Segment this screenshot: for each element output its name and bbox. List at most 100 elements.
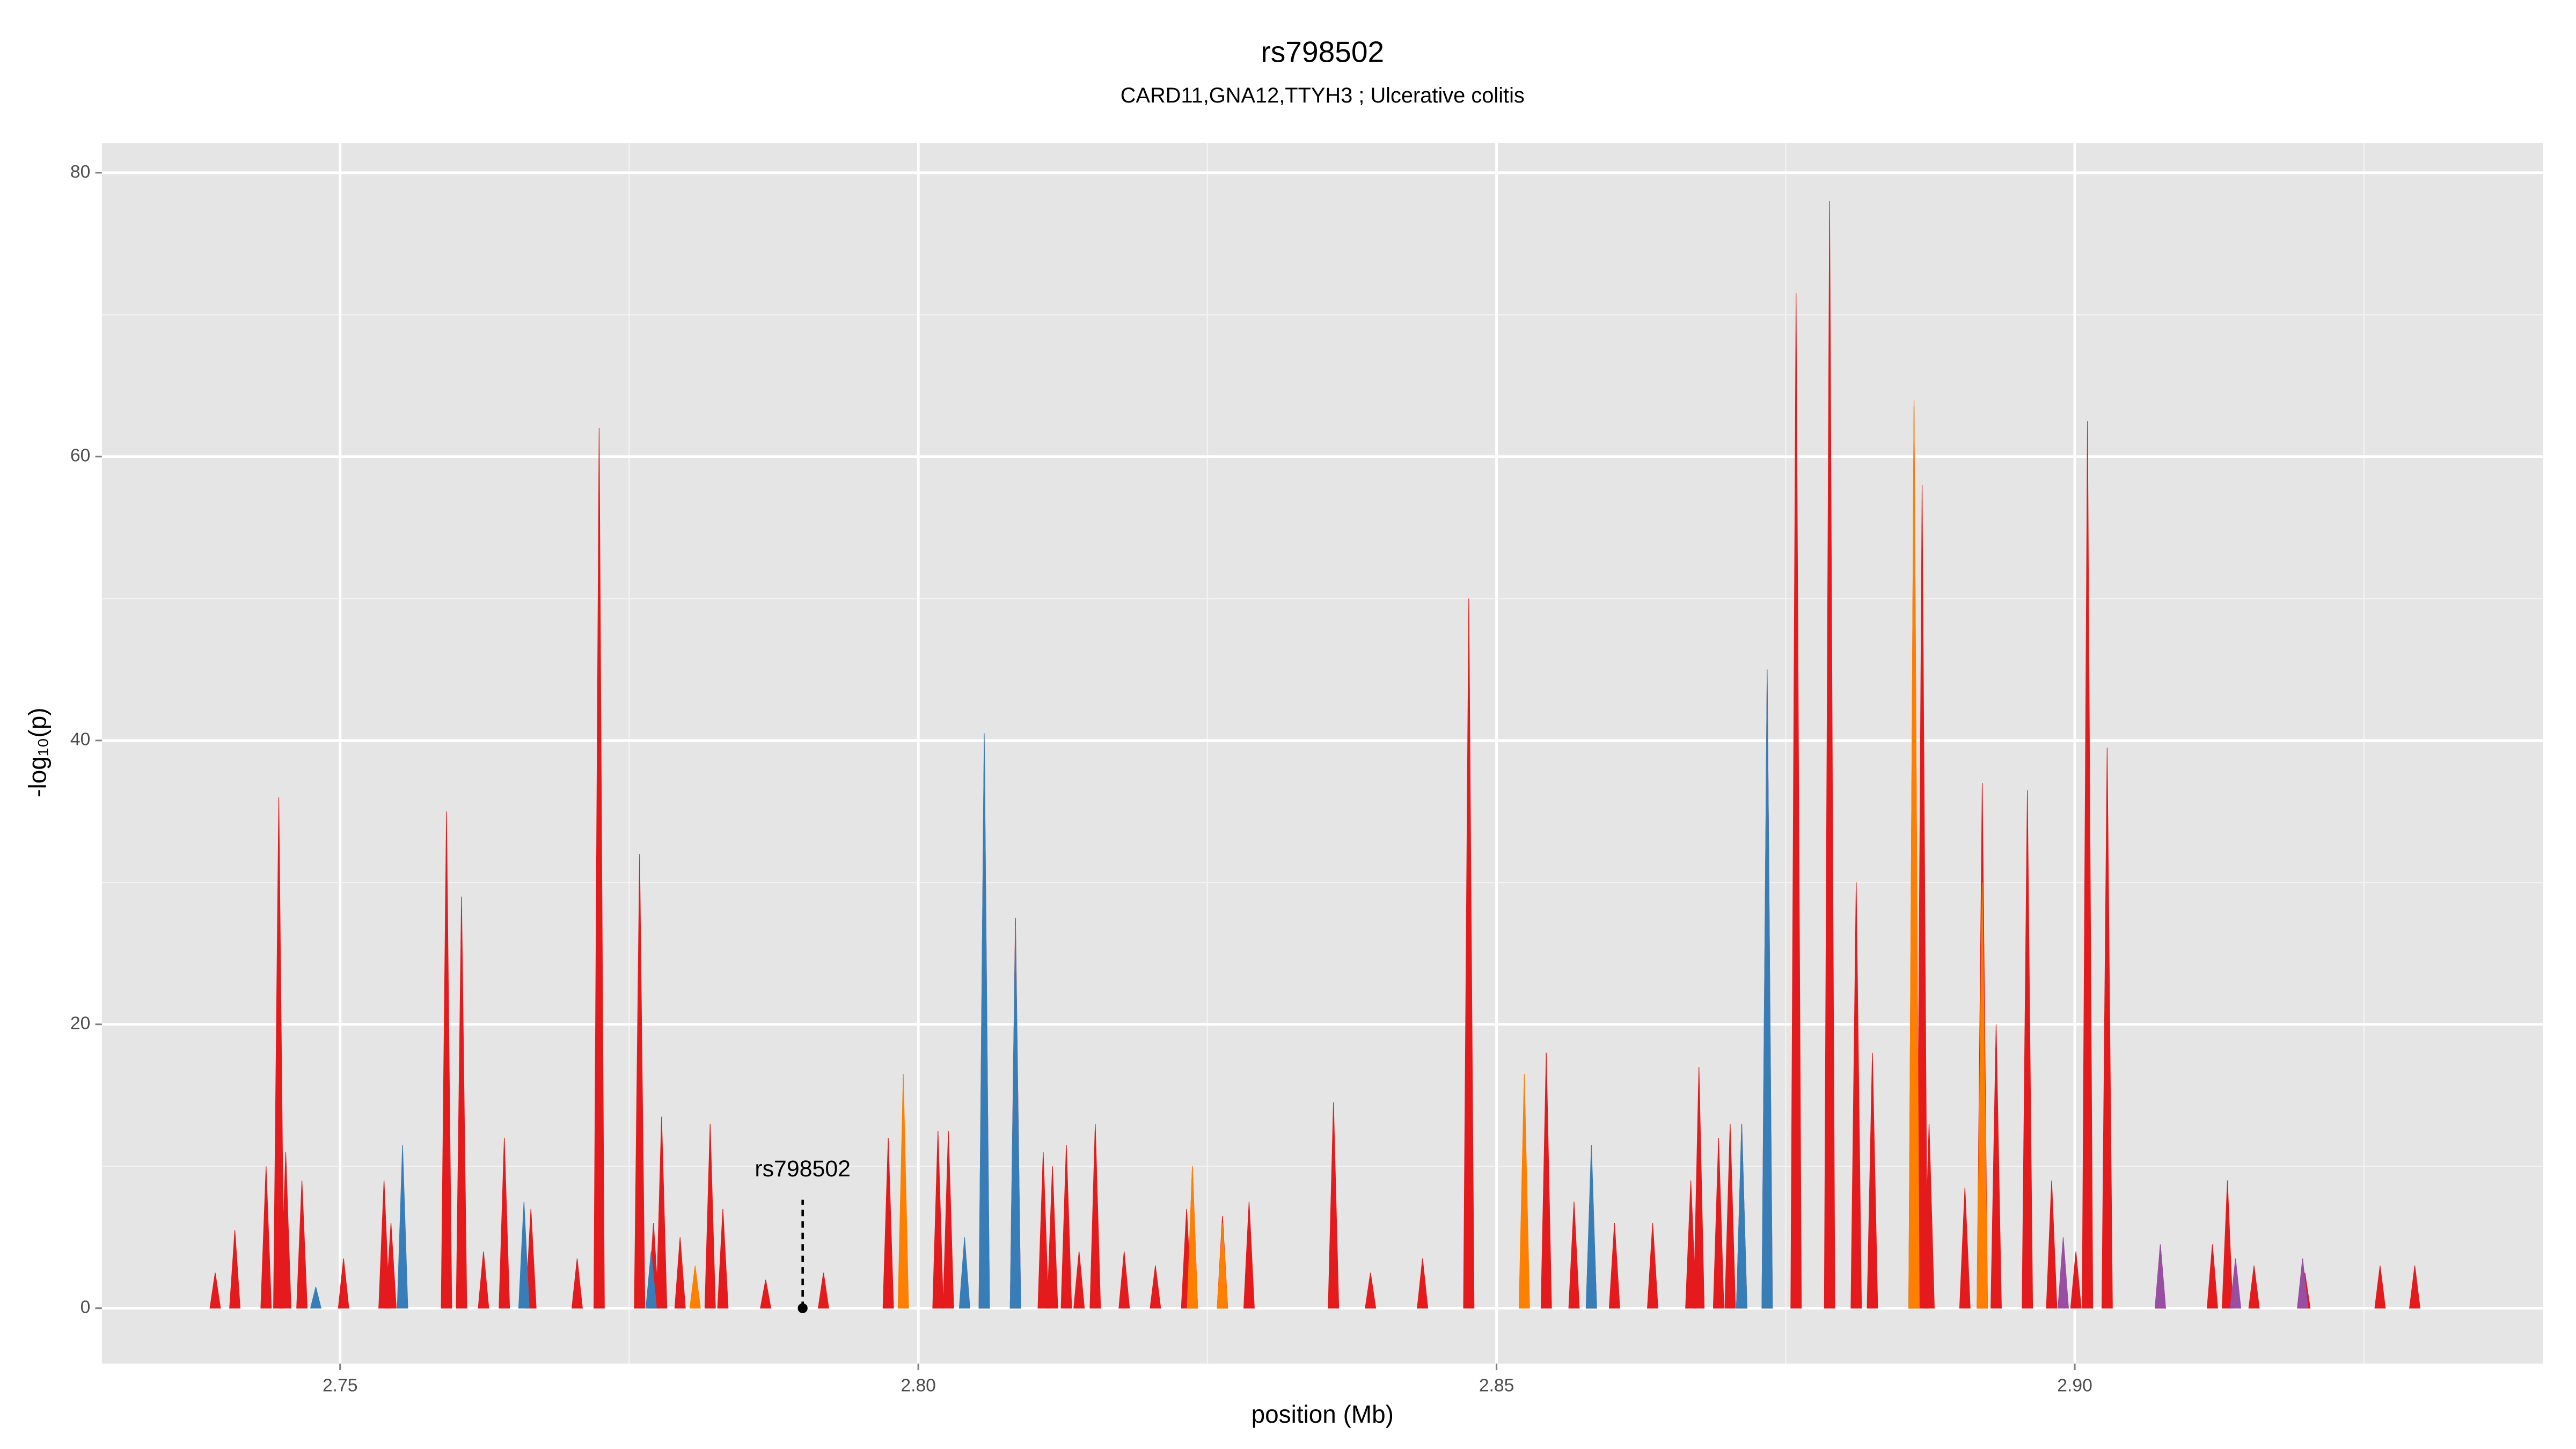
peak [1046, 1166, 1058, 1309]
peak [571, 1258, 583, 1309]
peak [1118, 1251, 1130, 1309]
peak [518, 1202, 530, 1309]
peak [942, 1131, 954, 1309]
y-tick-label: 0 [80, 1298, 91, 1318]
chart-title: rs798502 [1261, 35, 1384, 69]
peak [338, 1258, 349, 1309]
peak [1923, 1123, 1935, 1309]
peak [2297, 1258, 2309, 1309]
peak [1150, 1265, 1161, 1309]
peak [634, 854, 646, 1309]
peak [2230, 1258, 2242, 1309]
peak [656, 1116, 668, 1309]
annotation-label: rs798502 [755, 1156, 851, 1182]
peak [1761, 669, 1773, 1309]
peak [2022, 790, 2033, 1309]
peak [897, 1074, 909, 1309]
peak [385, 1223, 397, 1309]
peak [593, 428, 605, 1309]
peak [2070, 1251, 2082, 1309]
peak [1187, 1166, 1198, 1309]
y-tick-label: 20 [70, 1014, 90, 1034]
peak [1568, 1202, 1580, 1309]
peak [1647, 1223, 1658, 1309]
plot-background [101, 143, 2543, 1364]
peak [2058, 1237, 2069, 1309]
peak [1585, 1145, 1597, 1309]
peak [2207, 1244, 2218, 1309]
x-tick-label: 2.80 [901, 1376, 936, 1396]
peak [2082, 421, 2094, 1309]
peak [1850, 882, 1862, 1309]
peak [1908, 400, 1920, 1309]
peak [2248, 1265, 2260, 1309]
y-axis-label: -log₁₀(p) [24, 707, 52, 797]
peak [441, 811, 452, 1309]
peak [478, 1251, 489, 1309]
peak [1037, 1152, 1049, 1309]
y-tick-label: 80 [70, 162, 90, 182]
peak [1518, 1074, 1530, 1309]
peak [209, 1272, 221, 1309]
peak [1685, 1180, 1697, 1309]
peak [1243, 1202, 1255, 1309]
peak [958, 1237, 970, 1309]
peak [456, 896, 467, 1309]
peak [1328, 1102, 1340, 1309]
peak [1867, 1052, 1878, 1309]
peak [1463, 598, 1475, 1309]
peak [674, 1237, 686, 1309]
peak [499, 1138, 510, 1309]
peak [378, 1180, 390, 1309]
peak [1713, 1138, 1724, 1309]
peak [1217, 1223, 1228, 1309]
peak [1916, 485, 1928, 1309]
peak [273, 797, 284, 1309]
x-tick-label: 2.85 [1479, 1376, 1514, 1396]
x-tick-label: 2.75 [323, 1376, 358, 1396]
peak [1990, 1024, 2002, 1309]
peak [296, 1180, 308, 1309]
peak [689, 1265, 701, 1309]
peak [1790, 293, 1802, 1309]
peak [280, 1152, 291, 1309]
peak [1977, 882, 1988, 1309]
peak [704, 1123, 716, 1309]
peak [1959, 1187, 1971, 1309]
y-tick-label: 40 [70, 730, 90, 750]
chart-subtitle: CARD11,GNA12,TTYH3 ; Ulcerative colitis [1121, 84, 1525, 107]
peak [2409, 1265, 2421, 1309]
peak [1540, 1052, 1552, 1309]
peak [978, 733, 990, 1309]
peak [932, 1131, 944, 1309]
peak [1417, 1258, 1429, 1309]
peak [1365, 1272, 1377, 1309]
peak [1736, 1123, 1747, 1309]
peak [2374, 1265, 2386, 1309]
peak [1693, 1067, 1705, 1309]
x-tick-label: 2.90 [2057, 1376, 2092, 1396]
peak [1608, 1223, 1620, 1309]
x-axis-label: position (Mb) [1252, 1400, 1394, 1428]
peak [310, 1286, 322, 1309]
annotation-point [797, 1303, 808, 1313]
peak [717, 1209, 729, 1309]
peak [882, 1138, 894, 1309]
peak [397, 1145, 408, 1309]
peak [2046, 1180, 2058, 1309]
peak [645, 1251, 657, 1309]
peak [1724, 1123, 1736, 1309]
peak [760, 1279, 772, 1309]
peak [1009, 925, 1021, 1309]
peak [229, 1230, 241, 1309]
peak [2155, 1244, 2166, 1309]
peak [260, 1166, 272, 1309]
peak [1073, 1251, 1085, 1309]
peak [1089, 1123, 1101, 1309]
peak [2222, 1180, 2233, 1309]
peak [2101, 747, 2113, 1309]
peak [1060, 1145, 1072, 1309]
peak [817, 1272, 829, 1309]
peak [1824, 201, 1835, 1309]
